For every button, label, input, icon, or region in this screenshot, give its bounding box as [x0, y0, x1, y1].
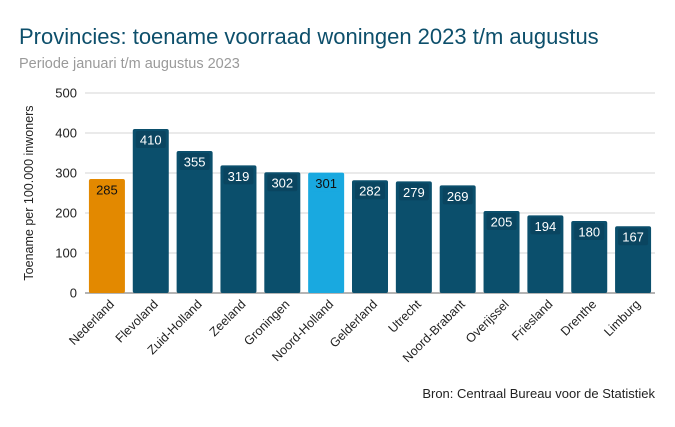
chart-title: Provincies: toename voorraad woningen 20…: [19, 24, 599, 49]
data-label-box: [135, 131, 166, 148]
data-label: 167: [622, 230, 644, 245]
data-label: 279: [403, 185, 425, 200]
data-label: 319: [228, 169, 250, 184]
bar: [176, 151, 213, 293]
data-label-box: [486, 213, 517, 230]
data-label: 269: [447, 189, 469, 204]
bar: [220, 165, 257, 293]
data-label-box: [91, 181, 122, 198]
data-label: 205: [491, 215, 513, 230]
x-tick-label: Limburg: [601, 297, 643, 339]
y-tick-label: 200: [55, 206, 77, 221]
x-tick-label: Gelderland: [327, 297, 380, 350]
chart-source: Bron: Centraal Bureau voor de Statistiek: [422, 386, 655, 401]
data-label-box: [574, 223, 605, 240]
data-label-box: [311, 174, 342, 192]
data-label: 355: [184, 155, 206, 170]
x-tick-label: Drenthe: [558, 297, 599, 338]
x-tick-label: Zeeland: [207, 297, 249, 339]
bar: [308, 172, 345, 293]
data-label-box: [398, 183, 429, 201]
x-tick-label: Friesland: [509, 297, 555, 343]
bar: [352, 180, 388, 293]
data-label: 282: [359, 184, 381, 199]
bar: [439, 185, 476, 293]
bar: [483, 211, 520, 293]
y-tick-label: 0: [70, 286, 77, 301]
data-label-box: [179, 153, 210, 170]
data-label: 194: [535, 219, 557, 234]
data-label: 285: [96, 183, 118, 198]
data-label: 301: [315, 176, 337, 191]
data-label: 410: [140, 133, 162, 148]
data-label-box: [618, 228, 649, 246]
data-label-box: [442, 187, 473, 205]
bar: [527, 215, 564, 293]
y-axis-label: Toename per 100.000 inwoners: [22, 105, 36, 280]
bar: [132, 129, 169, 293]
y-tick-label: 400: [55, 126, 77, 141]
chart-subtitle: Periode januari t/m augustus 2023: [19, 56, 240, 72]
bar: [264, 172, 301, 293]
y-tick-label: 300: [55, 166, 77, 181]
y-tick-label: 100: [55, 246, 77, 261]
x-tick-label: Nederland: [66, 297, 117, 348]
data-label-box: [223, 167, 254, 185]
bar: [88, 179, 125, 293]
data-label-box: [530, 217, 561, 235]
bar: [395, 181, 432, 293]
data-label: 302: [271, 176, 293, 191]
data-label: 180: [578, 225, 600, 240]
data-label-box: [267, 174, 298, 192]
x-tick-label: Overijssel: [463, 297, 512, 346]
x-tick-label: Utrecht: [386, 297, 425, 336]
y-tick-label: 500: [55, 86, 77, 101]
data-label-box: [355, 182, 385, 200]
